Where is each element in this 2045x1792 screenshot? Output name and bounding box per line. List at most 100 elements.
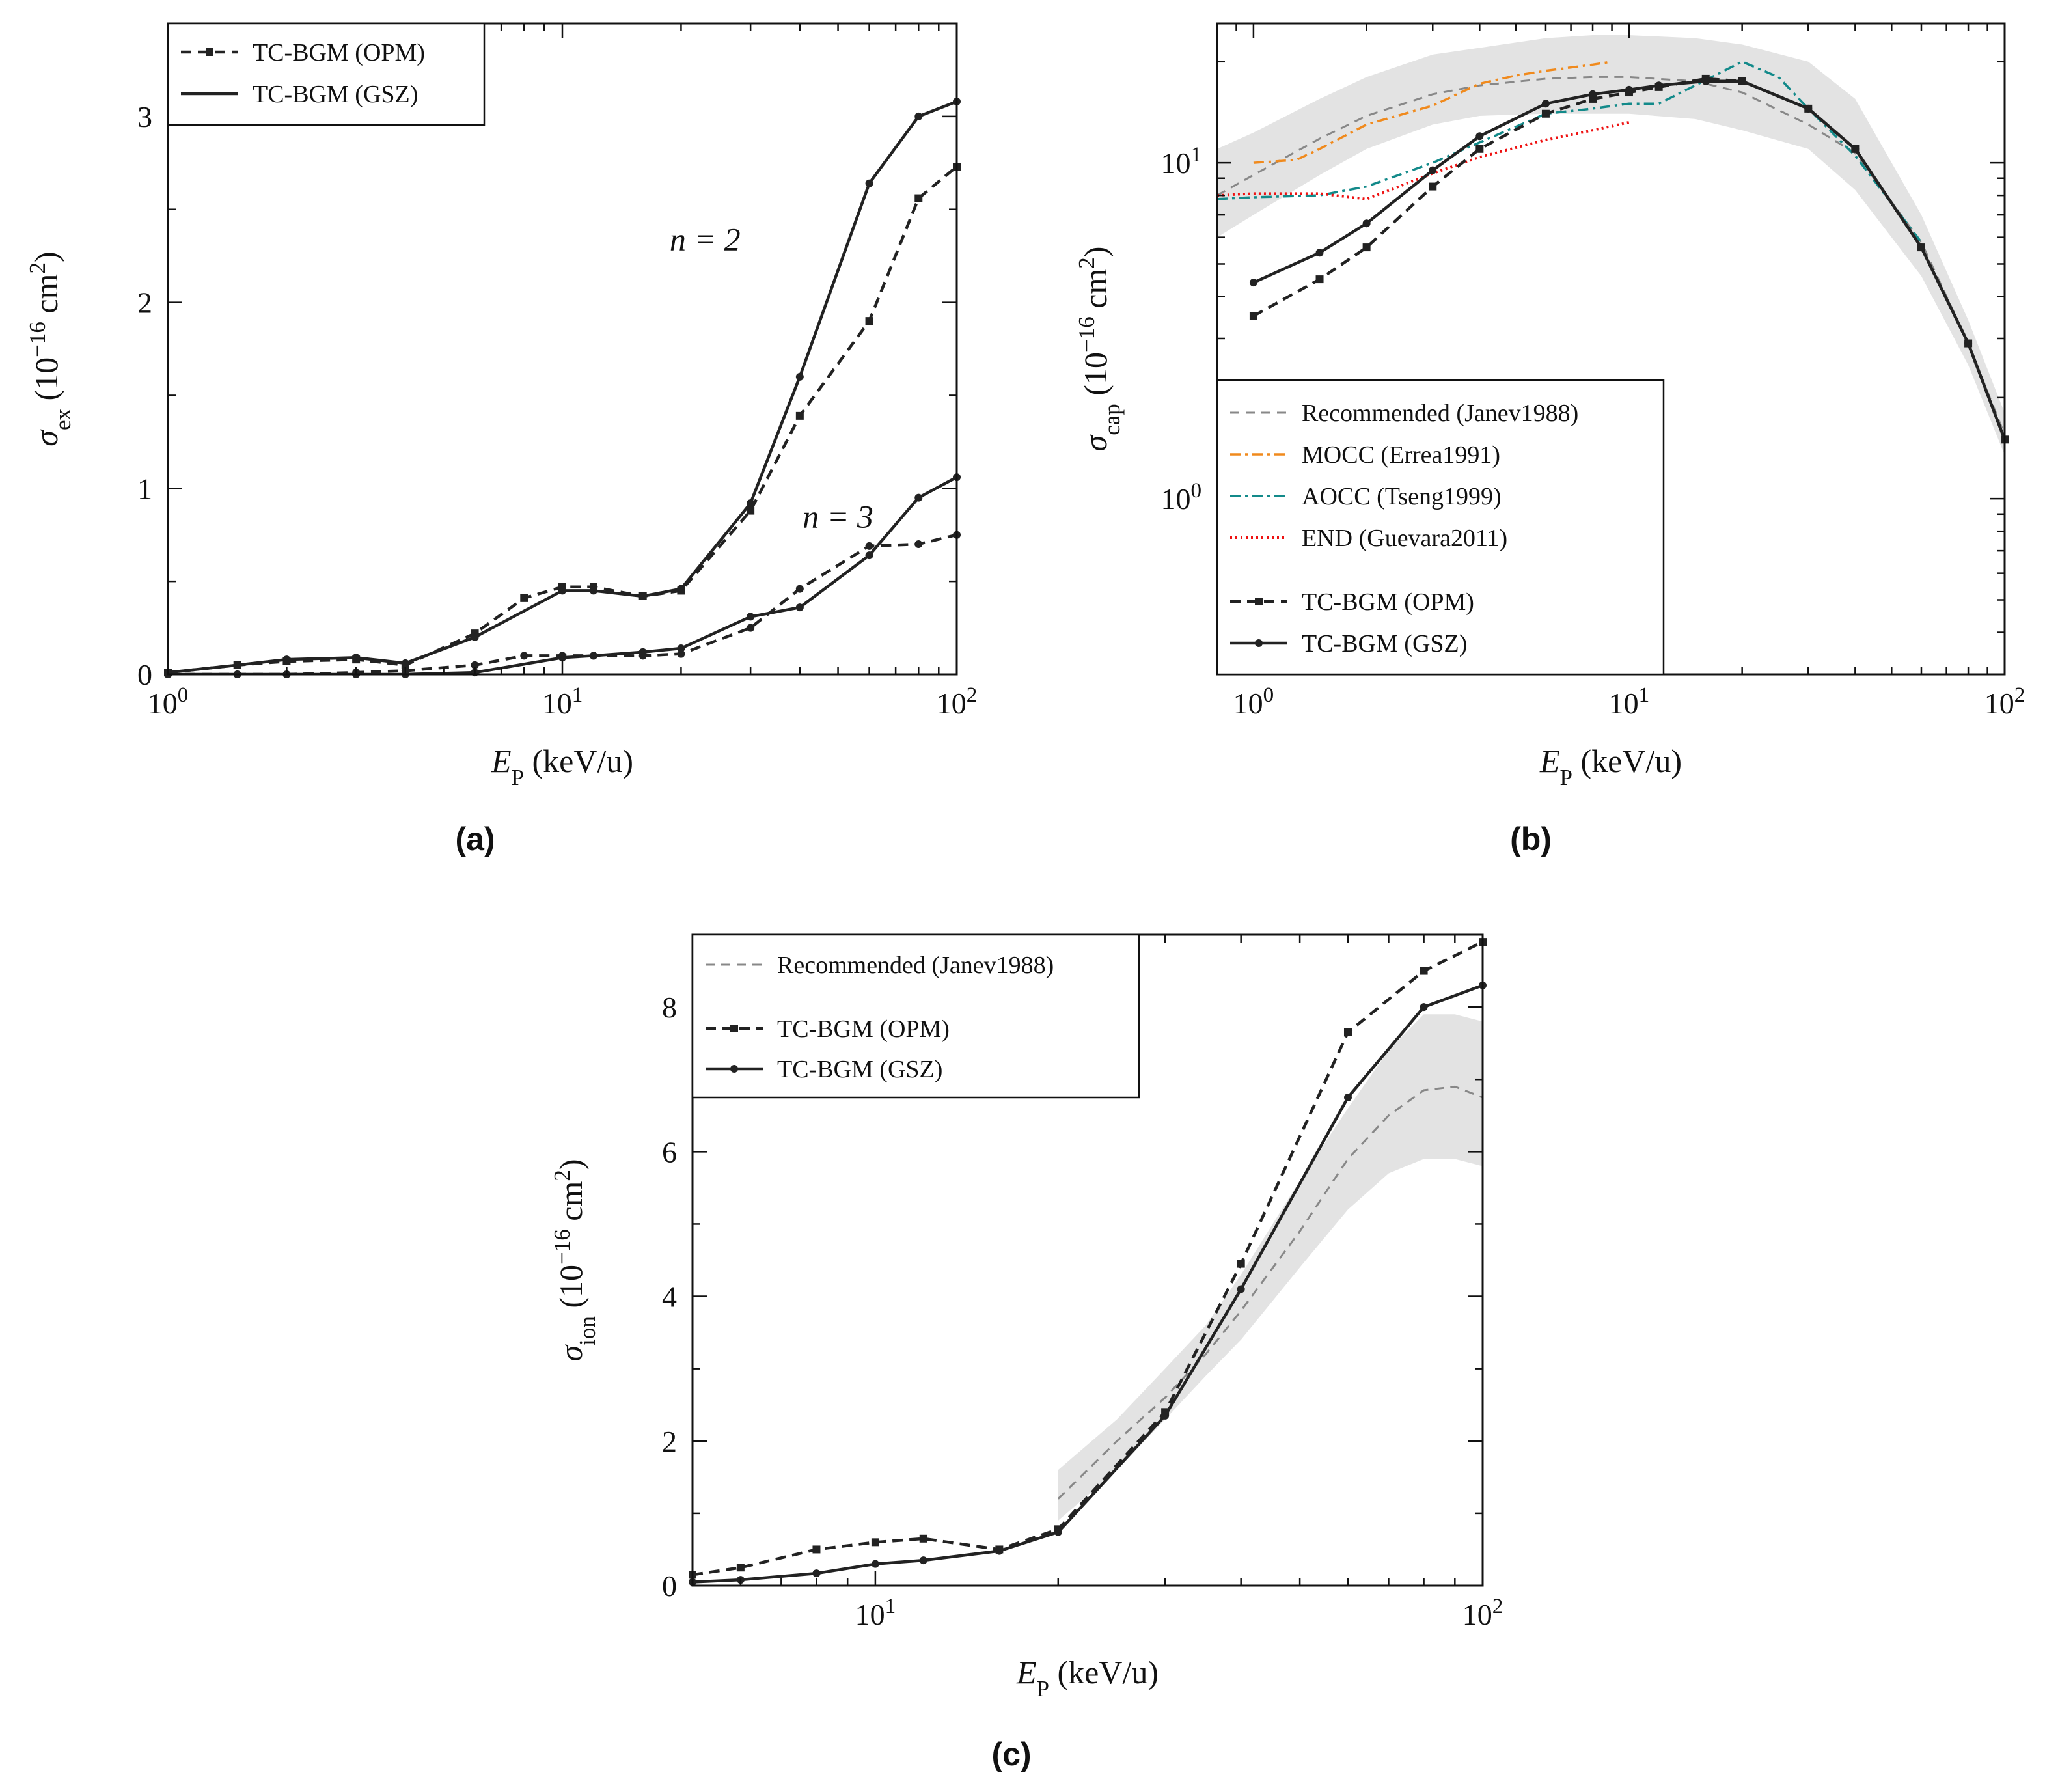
legend-swatch-marker — [206, 48, 213, 56]
data-point — [401, 659, 409, 667]
data-point — [1541, 109, 1550, 118]
data-point — [471, 633, 479, 641]
data-point — [677, 650, 685, 658]
uncertainty-band — [1217, 34, 2005, 455]
data-point — [638, 648, 647, 656]
data-point — [865, 179, 873, 187]
legend-box — [167, 22, 486, 126]
legend-box — [1216, 379, 1665, 676]
data-point — [677, 644, 685, 652]
y-tick-label: 4 — [662, 1280, 677, 1314]
y-axis-label: σion (10−16 cm2) — [549, 1159, 600, 1361]
data-point — [1161, 1411, 1170, 1420]
data-point — [1964, 339, 1973, 348]
data-point — [914, 194, 923, 202]
legend-box — [691, 933, 1140, 1099]
panel-caption: (a) — [455, 821, 495, 857]
data-point — [1589, 90, 1597, 98]
data-point — [1738, 77, 1746, 85]
data-point — [589, 652, 597, 660]
data-point — [747, 506, 755, 515]
data-point — [1429, 166, 1437, 174]
legend-swatch-marker — [1255, 598, 1263, 605]
data-point — [1343, 1028, 1352, 1036]
uncertainty-band — [1058, 1014, 1483, 1521]
data-point — [282, 655, 291, 664]
legend-label: TC-BGM (OPM) — [253, 39, 425, 66]
series-line-3 — [1217, 120, 1630, 200]
y-tick-label: 1 — [137, 472, 152, 505]
data-point — [1541, 100, 1550, 108]
x-tick-label: 102 — [1984, 683, 2025, 721]
data-point — [558, 654, 566, 662]
data-point — [520, 652, 528, 660]
data-point — [914, 112, 923, 120]
legend-label: MOCC (Errea1991) — [1302, 441, 1500, 469]
data-point — [352, 654, 361, 662]
y-tick-label: 2 — [662, 1425, 677, 1458]
legend-label: TC-BGM (OPM) — [1302, 588, 1474, 616]
data-point — [1362, 243, 1371, 252]
data-point — [865, 551, 873, 560]
data-point — [914, 493, 923, 502]
data-point — [1315, 275, 1324, 284]
legend-label: TC-BGM (GSZ) — [1302, 630, 1467, 657]
data-point — [638, 592, 647, 600]
y-axis-label: σex (10−16 cm2) — [25, 251, 75, 446]
data-point — [919, 1556, 927, 1565]
y-tick-label: 100 — [1160, 478, 1201, 516]
data-point — [1315, 249, 1324, 257]
data-point — [1343, 1094, 1352, 1101]
data-point — [795, 585, 804, 593]
series-line-1 — [693, 941, 1483, 1577]
x-tick-label: 101 — [1609, 683, 1650, 721]
data-point — [471, 661, 479, 669]
legend-swatch-marker — [730, 1065, 738, 1073]
data-point — [995, 1547, 1004, 1555]
data-point — [914, 540, 923, 548]
data-point — [747, 613, 755, 621]
data-point — [1249, 312, 1257, 320]
data-point — [865, 317, 873, 325]
legend-label: Recommended (Janev1988) — [1302, 400, 1578, 427]
data-point — [871, 1560, 879, 1568]
data-point — [1654, 81, 1663, 90]
data-point — [747, 499, 755, 508]
data-point — [677, 585, 685, 593]
legend-swatch-marker — [1255, 639, 1263, 647]
chart-panel-a: 100 101 102 0 1 2 3 EP (keV/u) σex (10−16 cm2) n … — [25, 22, 977, 857]
y-tick-label: 8 — [662, 991, 677, 1024]
data-point — [1249, 279, 1257, 287]
y-tick-label: 2 — [137, 286, 152, 320]
series-line-1 — [1253, 61, 1612, 164]
data-point — [865, 542, 873, 550]
data-point — [1804, 104, 1813, 113]
x-axis-label: EP (keV/u) — [1016, 1654, 1159, 1702]
y-tick-label: 101 — [1160, 143, 1201, 180]
series-line-2 — [1217, 61, 1923, 243]
x-tick-label: 101 — [542, 683, 583, 721]
series-line-2 — [693, 984, 1483, 1584]
data-point — [1475, 132, 1484, 141]
data-point — [747, 624, 755, 632]
data-point — [1851, 145, 1860, 153]
data-point — [1054, 1528, 1062, 1536]
series-line-5 — [1252, 79, 2005, 441]
data-point — [1625, 85, 1633, 94]
legend-label: TC-BGM (OPM) — [777, 1015, 950, 1043]
data-point — [1420, 967, 1428, 975]
data-point — [1429, 182, 1437, 191]
data-point — [812, 1545, 821, 1554]
chart-panel-c: 101 102 0 2 4 6 8 EP (keV/u) σion (10−16 cm2) Rec… — [549, 933, 1503, 1772]
data-point — [795, 372, 804, 381]
data-point — [1362, 219, 1371, 228]
data-point — [812, 1569, 821, 1578]
data-point — [589, 586, 597, 595]
curve-annotation: n = 2 — [670, 221, 741, 258]
y-tick-label: 3 — [137, 100, 152, 133]
curve-annotation: n = 3 — [803, 498, 873, 534]
panel-caption: (b) — [1510, 821, 1552, 857]
data-point — [871, 1538, 879, 1547]
series-line-0 — [168, 165, 957, 674]
panel-caption: (c) — [991, 1736, 1031, 1772]
